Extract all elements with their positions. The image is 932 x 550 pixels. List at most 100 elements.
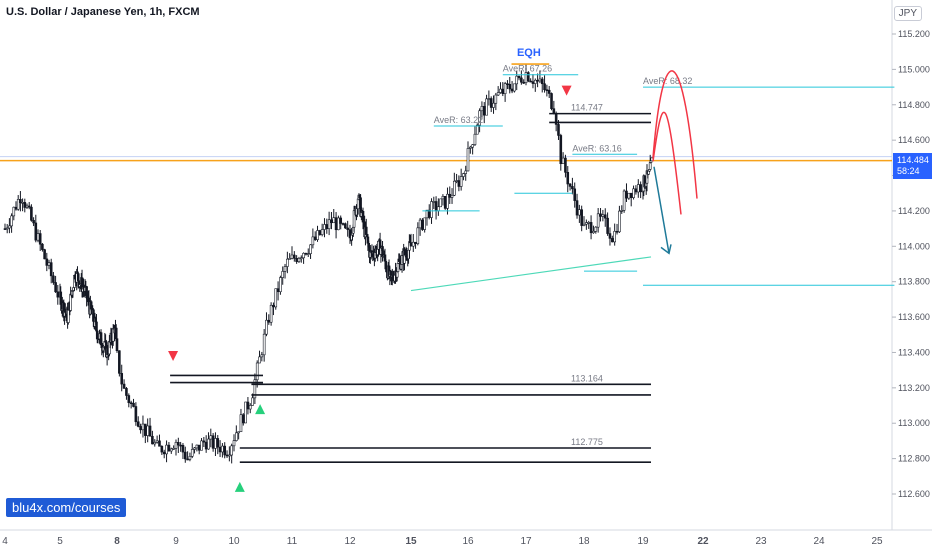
candle-body xyxy=(485,98,488,116)
candle-body xyxy=(293,254,296,259)
candle-body xyxy=(636,184,640,193)
candle-body xyxy=(430,201,433,218)
average-level-label: AveR: 68.32 xyxy=(643,76,692,86)
candle-body xyxy=(139,426,142,431)
candle-body xyxy=(235,432,238,441)
candle-body xyxy=(188,456,192,460)
x-tick-label: 18 xyxy=(578,536,590,547)
candle-body xyxy=(23,202,27,208)
candle-body xyxy=(568,183,572,187)
candle-body xyxy=(125,388,128,396)
candle-body xyxy=(241,414,245,424)
candle-body xyxy=(258,356,261,364)
candle-body xyxy=(67,309,70,323)
x-tick-label: 11 xyxy=(287,536,298,547)
candle-body xyxy=(183,451,187,460)
candle-body xyxy=(299,257,303,260)
candle-body xyxy=(455,180,458,182)
candle-body xyxy=(155,440,159,443)
y-tick-label: 114.000 xyxy=(898,241,930,251)
candle-body xyxy=(262,333,266,356)
candle-body xyxy=(632,188,635,198)
candle-body xyxy=(582,223,586,226)
candle-body xyxy=(529,80,532,83)
y-tick-label: 114.200 xyxy=(898,206,930,216)
candle-body xyxy=(634,188,638,193)
candle-body xyxy=(43,249,46,260)
candle-body xyxy=(172,447,175,450)
candle-body xyxy=(578,209,581,216)
candle-body xyxy=(272,304,275,308)
candle-body xyxy=(165,444,168,455)
candle-body xyxy=(545,89,549,92)
candle-body xyxy=(434,201,438,212)
candle-body xyxy=(629,192,633,198)
projection-arc xyxy=(652,70,698,199)
x-tick-label: 23 xyxy=(755,536,767,547)
candle-body xyxy=(620,210,624,212)
candle-body xyxy=(327,219,331,230)
candle-body xyxy=(457,180,461,187)
candle-body xyxy=(482,106,486,116)
candle-body xyxy=(423,217,426,230)
candle-body xyxy=(237,431,240,434)
candle-body xyxy=(5,227,9,230)
candle-body xyxy=(204,441,208,450)
candle-body xyxy=(540,78,544,85)
candle-body xyxy=(450,194,454,198)
x-tick-label: 8 xyxy=(114,536,120,547)
y-tick-label: 113.400 xyxy=(898,347,930,357)
candle-body xyxy=(167,444,171,452)
candle-body xyxy=(225,454,229,457)
y-tick-label: 115.000 xyxy=(898,64,930,74)
candle-body xyxy=(302,252,305,259)
candle-body xyxy=(580,209,583,226)
candle-body xyxy=(207,438,210,450)
current-price-value: 114.484 xyxy=(897,154,929,165)
candle-body xyxy=(606,217,609,234)
candle-body xyxy=(334,217,338,231)
candle-body xyxy=(32,220,35,224)
candle-body xyxy=(232,440,236,447)
candle-body xyxy=(536,79,539,82)
candle-body xyxy=(418,219,422,229)
trendline xyxy=(410,256,652,292)
candle-body xyxy=(464,170,468,174)
watermark: blu4x.com/courses xyxy=(6,498,127,517)
eqh-label: EQH xyxy=(517,47,541,59)
candle-body xyxy=(571,186,574,190)
y-tick-label: 113.000 xyxy=(898,418,930,428)
candle-body xyxy=(16,199,20,210)
average-level-label: AveR: 63.16 xyxy=(572,143,621,153)
candle-body xyxy=(181,444,185,453)
candle-body xyxy=(559,135,563,165)
zone-label: 114.747 xyxy=(571,103,603,113)
x-tick-label: 5 xyxy=(57,536,63,547)
candle-body xyxy=(54,282,57,293)
candle-body xyxy=(396,262,400,272)
candle-body xyxy=(27,205,31,208)
candle-body xyxy=(492,102,495,108)
candle-body xyxy=(47,262,51,266)
candle-body xyxy=(475,124,479,135)
candle-body xyxy=(10,215,13,227)
candle-body xyxy=(115,338,119,352)
candle-body xyxy=(248,405,252,410)
candle-body xyxy=(603,214,607,219)
y-tick-label: 113.600 xyxy=(898,312,930,322)
currency-badge[interactable]: JPY xyxy=(893,6,922,21)
bar-countdown: 58:24 xyxy=(897,165,920,176)
candle-body xyxy=(506,83,509,85)
candle-body xyxy=(575,200,579,216)
candle-body xyxy=(52,275,55,283)
candle-body xyxy=(158,440,161,447)
candle-body xyxy=(56,291,60,298)
candle-body xyxy=(129,402,133,404)
candle-body xyxy=(416,227,420,244)
candle-body xyxy=(564,157,567,173)
candle-body xyxy=(193,447,196,450)
candle-body xyxy=(625,190,628,199)
candle-body xyxy=(265,319,268,335)
candle-body xyxy=(414,241,417,244)
candle-body xyxy=(316,230,319,240)
